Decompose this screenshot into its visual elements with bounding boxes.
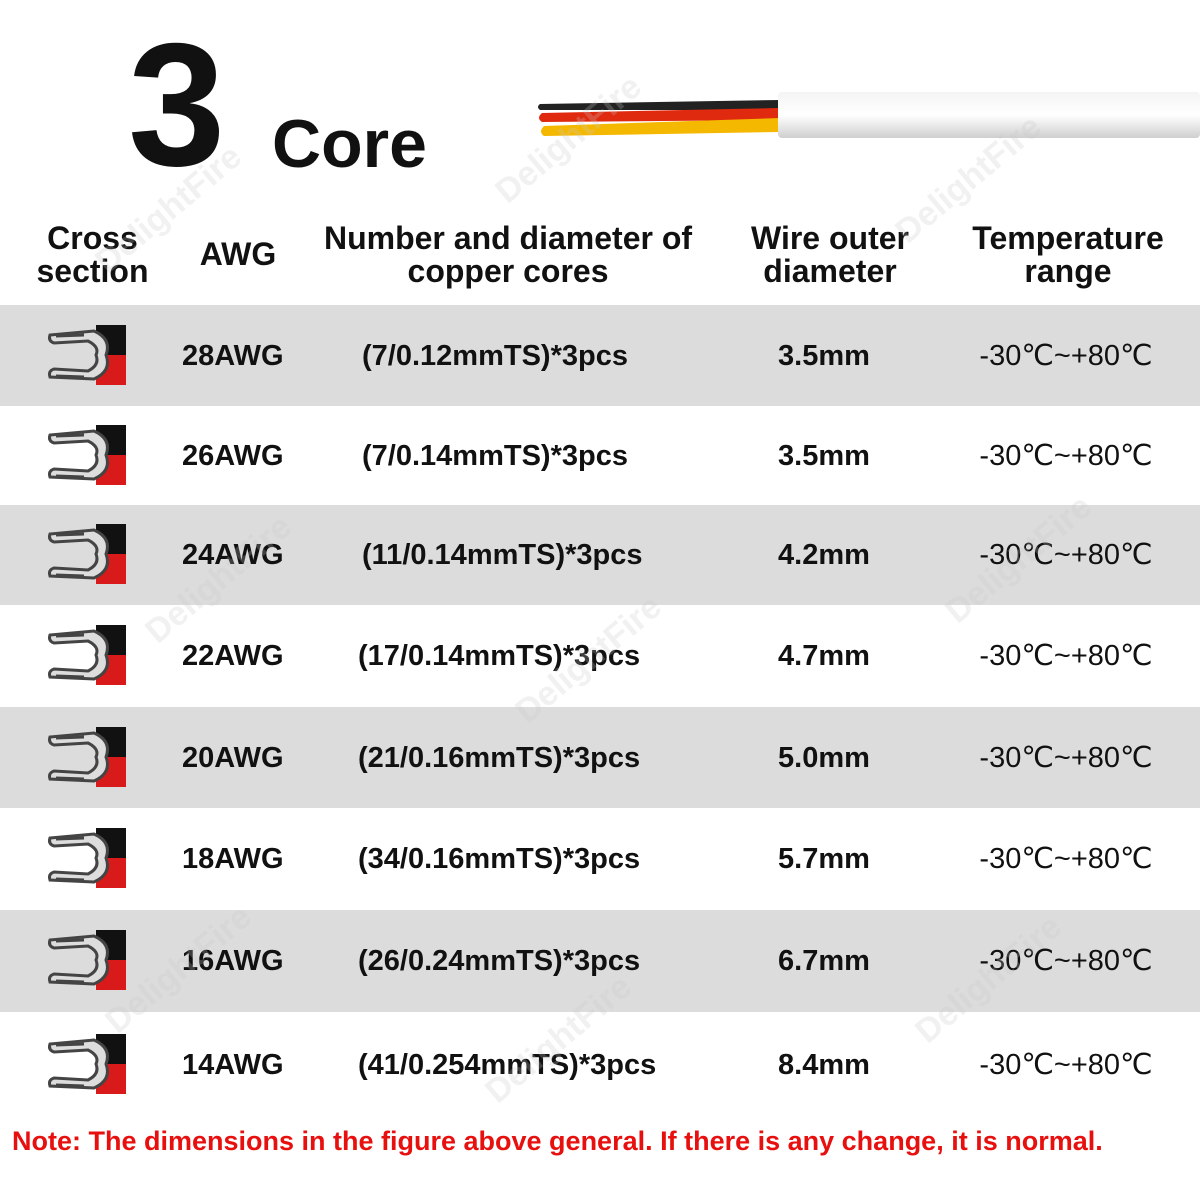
cross-section xyxy=(44,321,134,396)
outer-diameter: 6.7mm xyxy=(778,945,870,977)
outer-diameter: 5.0mm xyxy=(778,741,870,774)
awg: 18AWG xyxy=(182,843,284,875)
table-row xyxy=(0,910,1200,1012)
cross-section xyxy=(44,1030,134,1105)
note: Note: The dimensions in the figure above… xyxy=(12,1126,1103,1156)
cross-section-icon xyxy=(48,424,126,485)
temperature-range: -30℃~+80℃ xyxy=(979,439,1153,472)
outer-diameter: 3.5mm xyxy=(778,439,870,472)
copper-cores: (7/0.12mmTS)*3pcs xyxy=(362,339,628,372)
temperature-range: -30℃~+80℃ xyxy=(979,843,1153,875)
table-row xyxy=(0,605,1200,707)
cross-section-icon xyxy=(48,726,126,787)
table-row xyxy=(0,1012,1200,1118)
table-row xyxy=(0,406,1200,505)
awg: 22AWG xyxy=(182,640,284,672)
cross-section-icon xyxy=(48,625,126,685)
cable-image xyxy=(538,92,1200,138)
column-header: Temperature range xyxy=(972,220,1164,289)
awg: 24AWG xyxy=(182,539,284,571)
awg: 28AWG xyxy=(182,339,284,372)
outer-diameter: 5.7mm xyxy=(778,843,870,875)
cross-section xyxy=(44,926,134,1001)
column-header: Number and diameter of copper cores xyxy=(323,220,693,289)
copper-cores: (7/0.14mmTS)*3pcs xyxy=(362,439,628,472)
awg: 16AWG xyxy=(182,945,284,977)
temperature-range: -30℃~+80℃ xyxy=(979,339,1153,372)
cross-section xyxy=(44,824,134,899)
outer-diameter: 4.2mm xyxy=(778,539,870,571)
cross-section xyxy=(44,421,134,496)
temperature-range: -30℃~+80℃ xyxy=(979,640,1153,672)
column-header: AWG xyxy=(199,236,277,272)
cross-section-icon xyxy=(48,1034,126,1094)
cross-section-icon xyxy=(48,324,126,385)
copper-cores: (34/0.16mmTS)*3pcs xyxy=(358,843,641,875)
cross-section xyxy=(44,723,134,798)
awg: 26AWG xyxy=(182,439,284,472)
temperature-range: -30℃~+80℃ xyxy=(979,1049,1153,1081)
cross-section-icon xyxy=(48,930,126,990)
copper-cores: (11/0.14mmTS)*3pcs xyxy=(362,539,643,571)
table-row xyxy=(0,707,1200,808)
table-row xyxy=(0,808,1200,910)
column-header: Cross section xyxy=(36,220,149,289)
copper-cores: (41/0.254mmTS)*3pcs xyxy=(358,1049,657,1081)
title-number: 3 xyxy=(128,8,226,203)
cross-section-icon xyxy=(48,524,126,584)
temperature-range: -30℃~+80℃ xyxy=(979,741,1153,774)
outer-diameter: 8.4mm xyxy=(778,1049,870,1081)
cross-section-icon xyxy=(48,828,126,888)
copper-cores: (17/0.14mmTS)*3pcs xyxy=(358,640,641,672)
copper-cores: (21/0.16mmTS)*3pcs xyxy=(358,741,641,774)
table-row xyxy=(0,505,1200,605)
awg: 20AWG xyxy=(182,741,284,774)
temperature-range: -30℃~+80℃ xyxy=(979,945,1153,977)
cross-section xyxy=(44,621,134,696)
column-header: Wire outer diameter xyxy=(751,220,909,289)
awg: 14AWG xyxy=(182,1049,284,1081)
outer-diameter: 3.5mm xyxy=(778,339,870,372)
outer-diameter: 4.7mm xyxy=(778,640,870,672)
cross-section xyxy=(44,520,134,595)
copper-cores: (26/0.24mmTS)*3pcs xyxy=(358,945,641,977)
temperature-range: -30℃~+80℃ xyxy=(979,539,1153,571)
title-word: Core xyxy=(272,106,427,182)
table-row xyxy=(0,305,1200,406)
